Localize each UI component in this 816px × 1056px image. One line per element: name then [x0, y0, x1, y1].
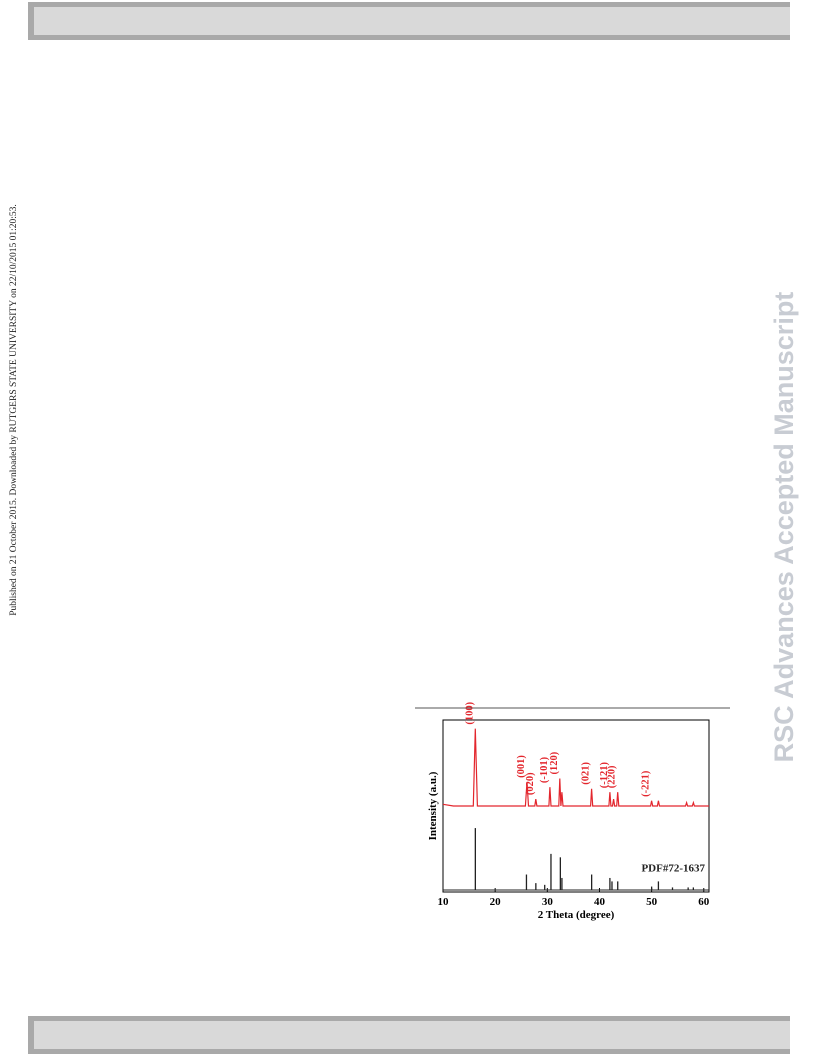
peak-label: (020) [525, 772, 536, 795]
watermark: RSC Advances Accepted Manuscript [769, 292, 799, 763]
footer-bar-inner [34, 1021, 790, 1049]
peak-label: (-221) [641, 770, 652, 797]
header-bar [28, 2, 790, 40]
x-tick-label: 20 [490, 896, 502, 908]
side-note: Published on 21 October 2015. Downloaded… [9, 204, 19, 616]
x-tick-label: 40 [594, 896, 606, 908]
x-tick-label: 30 [542, 896, 554, 908]
peak-label: (-101) [539, 756, 550, 783]
peak-label: (021) [581, 762, 592, 785]
peak-label: (220) [607, 765, 618, 788]
x-axis-label: 2 Theta (degree) [538, 909, 615, 921]
x-tick-label: 10 [438, 896, 450, 908]
pattern-line [442, 728, 709, 807]
footer-bar [28, 1016, 790, 1054]
peak-label: (-121) [599, 761, 610, 788]
x-tick-label: 60 [698, 896, 710, 908]
peak-label: (120) [549, 751, 560, 774]
x-tick-label: 50 [646, 896, 658, 908]
peak-label: (100) [464, 701, 475, 724]
y-axis-label: Intensity (a.u.) [427, 771, 439, 840]
header-bar-inner [34, 7, 790, 35]
chart: 10 20 30 40 50 60 2 Theta (degree) Intensity (a… [427, 701, 710, 921]
legend-label: PDF#72-1637 [641, 862, 705, 874]
peak-label: (001) [516, 755, 527, 778]
